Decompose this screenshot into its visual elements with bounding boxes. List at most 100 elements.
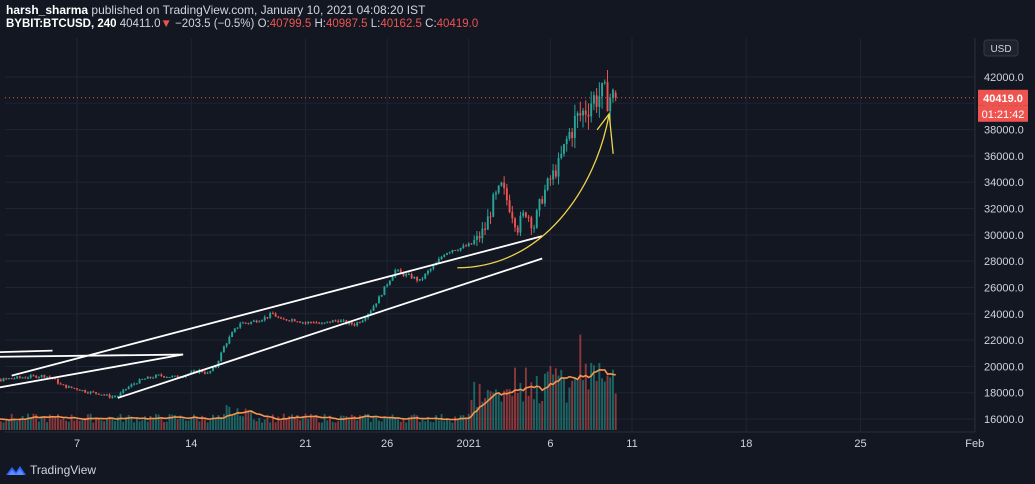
volume-bar: [27, 413, 29, 430]
candle-body: [356, 322, 359, 326]
volume-bar: [293, 417, 296, 430]
volume-bar: [21, 416, 24, 430]
currency-pill[interactable]: [983, 39, 1019, 57]
candle-body: [429, 268, 432, 271]
volume-bar: [105, 418, 108, 430]
candle-body: [606, 82, 609, 112]
candle-body: [407, 274, 410, 276]
volume-bar: [492, 392, 495, 430]
volume-bar: [429, 421, 432, 430]
candle-body: [225, 343, 228, 347]
volume-bar: [2, 422, 5, 430]
candle-body: [595, 95, 598, 107]
candle-body: [378, 296, 380, 304]
axes[interactable]: 16000.0 18000.0 20000.0 22000.0 24000.0 26000…: [5, 38, 1028, 450]
candle-body: [465, 245, 467, 247]
y-tick-label: 36000.0: [984, 151, 1024, 163]
currency-label[interactable]: USD: [990, 44, 1011, 55]
volume-bar: [138, 421, 141, 430]
volume-bar: [345, 416, 348, 430]
y-tick-label: 20000.0: [984, 361, 1024, 373]
candle-body: [165, 377, 168, 379]
candle-body: [97, 393, 100, 395]
x-tick-label: 7: [74, 438, 80, 450]
y-tick-label: 30000.0: [984, 230, 1024, 242]
candle-body: [8, 378, 10, 380]
volume-bar: [146, 421, 149, 430]
candle-body: [541, 199, 544, 204]
candle-body: [76, 388, 78, 390]
drawing-annotations[interactable]: [0, 112, 614, 399]
x-tick-label: 21: [299, 438, 311, 450]
candle-body: [315, 322, 318, 324]
candle-body: [598, 96, 601, 107]
candle-body: [446, 253, 448, 255]
volume-bar: [579, 334, 582, 430]
volume-bar: [228, 406, 231, 430]
price-change: −203.5 (−0.5%): [175, 18, 255, 30]
candle-body: [209, 370, 212, 373]
candle-body: [285, 319, 288, 321]
author-name[interactable]: harsh_sharma: [6, 3, 89, 17]
candle-body: [527, 216, 530, 218]
candle-body: [326, 321, 329, 323]
tradingview-brand[interactable]: TradingView: [6, 463, 96, 477]
candle-body: [70, 386, 73, 388]
candle-body: [590, 103, 593, 117]
volume-bar: [220, 417, 223, 430]
volume-bar: [424, 421, 427, 430]
candle-body: [59, 383, 62, 385]
volume-bar: [437, 420, 440, 430]
annotation-arrowhead: [596, 112, 614, 154]
price-candles[interactable]: [0, 69, 617, 399]
candle-body: [10, 378, 13, 380]
candle-body: [274, 313, 277, 317]
volume-bar: [334, 422, 337, 430]
volume-bar: [201, 415, 204, 430]
volume-bar: [301, 417, 304, 430]
volume-bar: [601, 378, 604, 430]
symbol-interval[interactable]: BYBIT:BTCUSD, 240: [6, 18, 117, 30]
candle-body: [233, 328, 236, 333]
volume-bar: [402, 418, 405, 430]
ohlc-legend: BYBIT:BTCUSD, 240 40411.0▼ −203.5 (−0.5%…: [6, 18, 478, 30]
candle-body: [310, 321, 312, 323]
candle-body: [212, 367, 214, 371]
volume-bar: [475, 406, 478, 430]
candle-body: [612, 89, 614, 98]
candle-body: [418, 279, 421, 281]
volume-bar: [274, 422, 277, 430]
candle-body: [152, 377, 155, 379]
candle-body: [214, 366, 217, 368]
candle-body: [108, 394, 111, 398]
candle-body: [190, 371, 193, 374]
volume-bar: [57, 414, 59, 430]
volume-bar: [440, 414, 443, 430]
candle-body: [280, 317, 282, 319]
candle-body: [353, 324, 356, 326]
volume-bar: [176, 419, 179, 430]
volume-bar: [514, 367, 516, 430]
candle-body: [380, 295, 383, 297]
volume-bar: [163, 422, 166, 430]
open-value: 40799.5: [269, 18, 312, 30]
volume-bar: [54, 416, 57, 430]
candle-body: [206, 372, 209, 374]
volume-bar: [500, 401, 503, 430]
candle-body: [288, 320, 291, 322]
candle-body: [421, 278, 424, 280]
candle-body: [383, 286, 386, 296]
volume-bar: [606, 375, 609, 430]
volume-bar: [70, 414, 73, 430]
volume-bar: [24, 420, 27, 430]
candle-body: [163, 376, 166, 378]
candle-body: [394, 270, 397, 277]
candle-body: [222, 346, 225, 353]
volume-bar: [16, 421, 19, 430]
candle-body: [304, 322, 307, 324]
candle-body: [13, 378, 16, 380]
volume-bar: [239, 415, 242, 430]
candle-body: [533, 227, 536, 229]
candle-body: [397, 269, 399, 271]
